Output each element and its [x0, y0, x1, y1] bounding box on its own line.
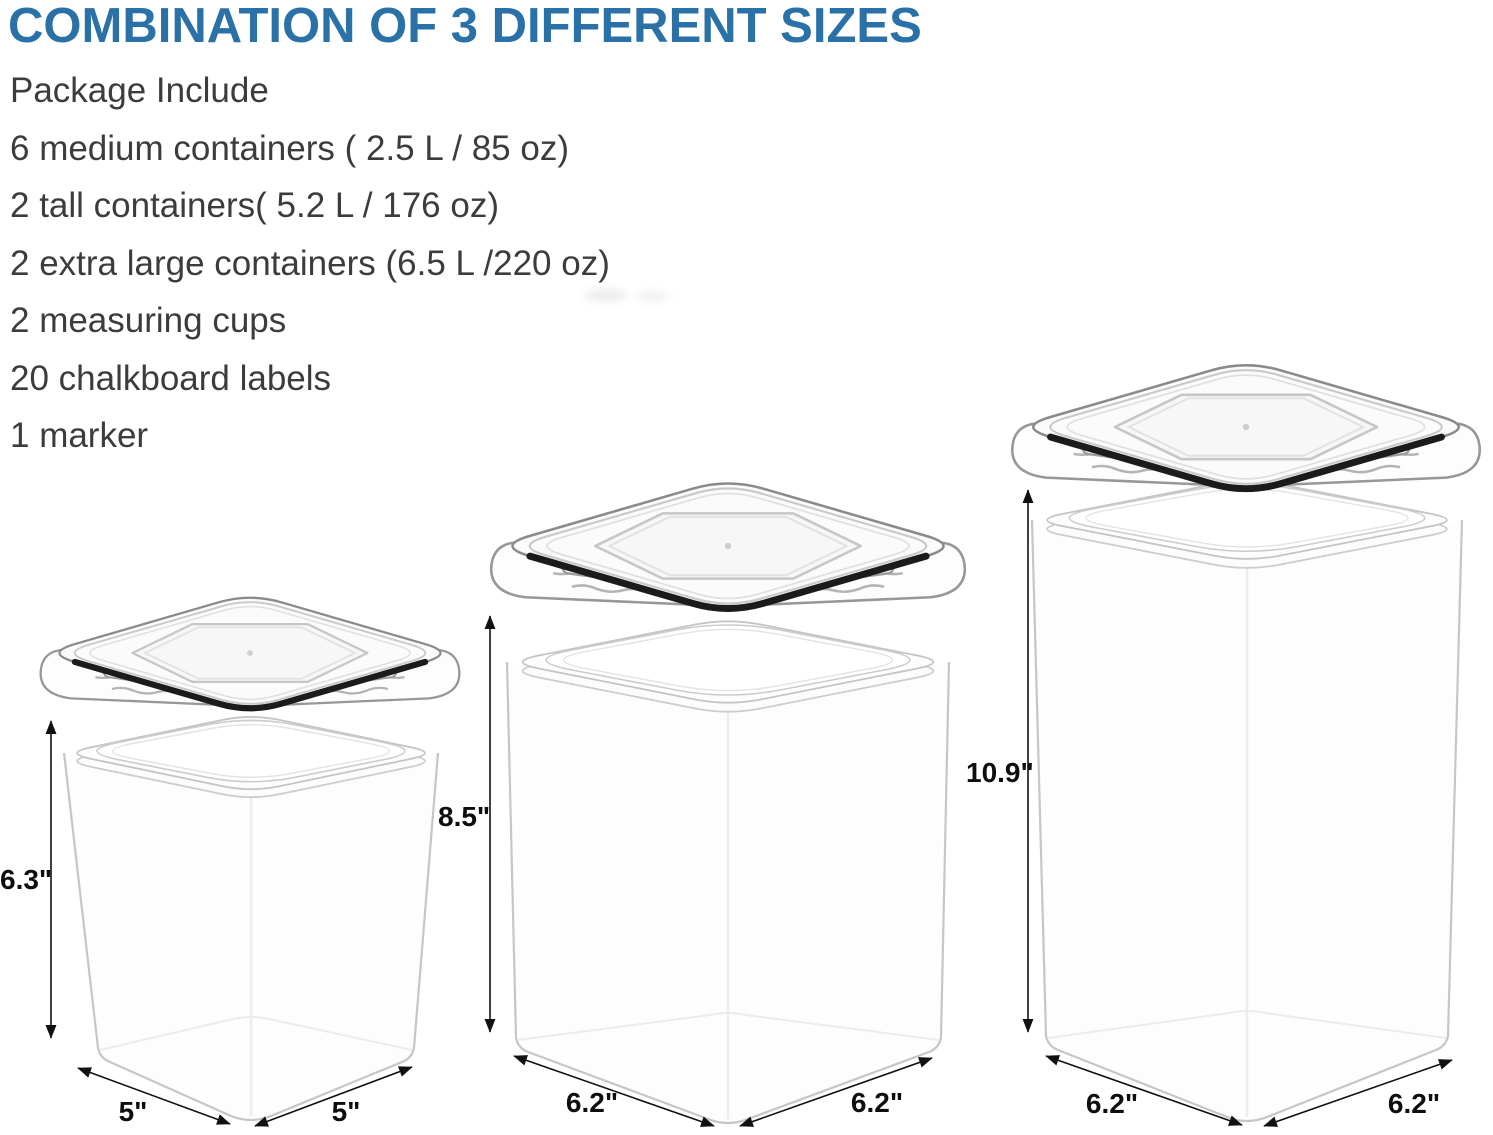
container-1-depth-label: 5" — [331, 1096, 361, 1127]
container-2-body — [505, 620, 951, 1125]
package-item: 2 tall containers( 5.2 L / 176 oz) — [10, 186, 499, 225]
package-item: 6 medium containers ( 2.5 L / 85 oz) — [10, 128, 569, 168]
container-3-body — [1030, 480, 1464, 1123]
container-3-lid — [1012, 365, 1479, 488]
container-1-depth-arrow — [254, 1066, 413, 1127]
photo-artifact — [585, 289, 627, 302]
dimension-arrows — [45, 489, 1453, 1127]
container-2-depth-arrow — [739, 1057, 933, 1127]
container-1-height-label: 6.3" — [0, 864, 53, 895]
container-2-depth-label: 6.2" — [850, 1087, 904, 1118]
package-item: 2 extra large containers (6.5 L /220 oz) — [10, 243, 610, 283]
package-item: 20 chalkboard labels — [10, 358, 332, 398]
container-1-lid — [41, 598, 460, 709]
package-heading: Package Include — [10, 71, 269, 110]
container-2-lid — [491, 483, 965, 608]
container-1-width-arrow — [77, 1067, 231, 1125]
package-item: 2 measuring cups — [10, 301, 287, 340]
container-1-width-label: 5" — [118, 1096, 148, 1127]
container-3-depth-label: 6.2" — [1387, 1088, 1441, 1119]
container-3-height-label: 10.9" — [966, 757, 1034, 788]
container-3-depth-arrow — [1263, 1059, 1453, 1127]
page-title: COMBINATION OF 3 DIFFERENT SIZES — [8, 0, 922, 53]
container-2-width-arrow — [513, 1055, 715, 1127]
container-1-body — [62, 716, 440, 1122]
container-3-width-arrow — [1045, 1055, 1243, 1126]
container-3-width-label: 6.2" — [1085, 1088, 1139, 1119]
container-2-height-label: 8.5" — [438, 801, 491, 832]
package-item: 1 marker — [10, 416, 149, 455]
package-include-list: Package Include 6 medium containers ( 2.… — [10, 62, 610, 465]
photo-artifact — [636, 291, 670, 302]
container-2-width-label: 6.2" — [565, 1087, 619, 1118]
